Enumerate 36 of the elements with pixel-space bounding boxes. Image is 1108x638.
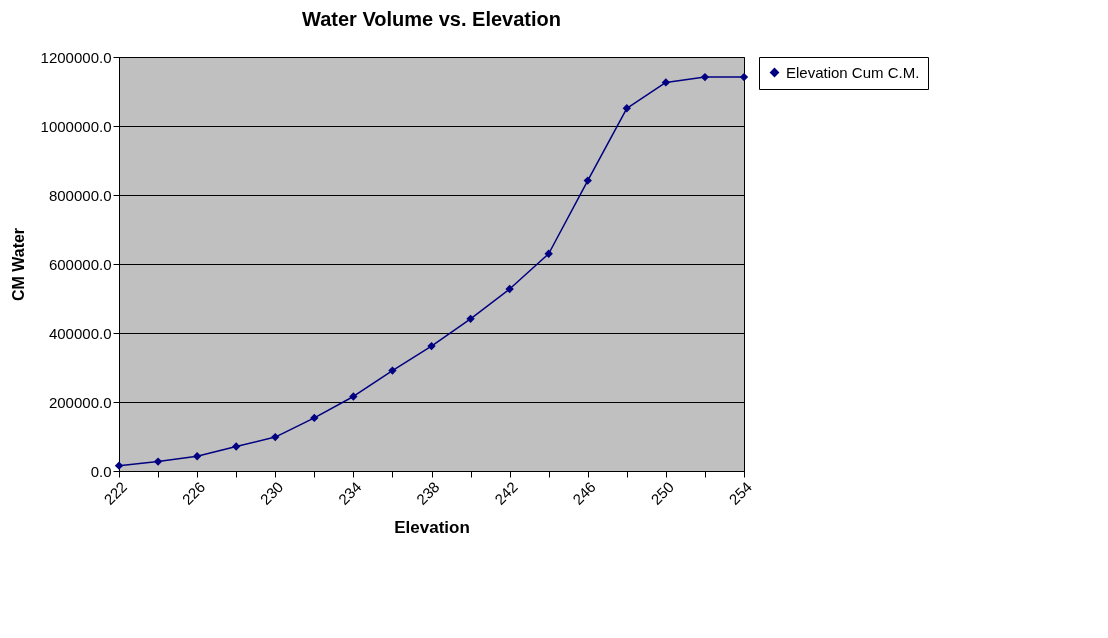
x-axis-title: Elevation [394, 517, 470, 537]
point [232, 442, 241, 451]
y-tick-label: 1000000.0 [40, 117, 112, 135]
x-tick-label: 254 [725, 478, 756, 508]
x-tick-label: 250 [647, 478, 677, 508]
x-tick-label: 226 [178, 478, 209, 508]
point [310, 413, 319, 423]
point [427, 341, 436, 351]
x-tick-label: 246 [569, 478, 599, 508]
y-tick-label: 400000.0 [48, 324, 112, 342]
y-tick-label: 0.0 [90, 462, 112, 480]
y-tick-label: 200000.0 [48, 393, 112, 411]
x-tick-label: 222 [100, 478, 131, 508]
y-tick-label: 1200000.0 [40, 48, 112, 66]
point [583, 176, 592, 185]
x-tick-label: 230 [256, 478, 287, 508]
point [271, 432, 280, 442]
y-axis-title: CM Water [9, 227, 27, 302]
point [661, 78, 671, 87]
point [544, 249, 553, 258]
x-tick-label: 234 [334, 478, 365, 508]
point [153, 457, 163, 466]
x-tick-label: 242 [491, 478, 521, 508]
legend-label: Elevation Cum C.M. [786, 63, 920, 81]
point [622, 104, 631, 113]
point [349, 392, 358, 401]
point [388, 366, 397, 375]
y-tick-label: 800000.0 [48, 186, 112, 204]
point [505, 284, 514, 294]
point [192, 452, 202, 461]
point [466, 314, 475, 324]
chart-title: Water Volume vs. Elevation [302, 8, 561, 30]
point [700, 72, 710, 82]
y-tick-label: 600000.0 [48, 255, 112, 273]
x-tick-label: 238 [412, 478, 443, 508]
point [739, 72, 749, 82]
